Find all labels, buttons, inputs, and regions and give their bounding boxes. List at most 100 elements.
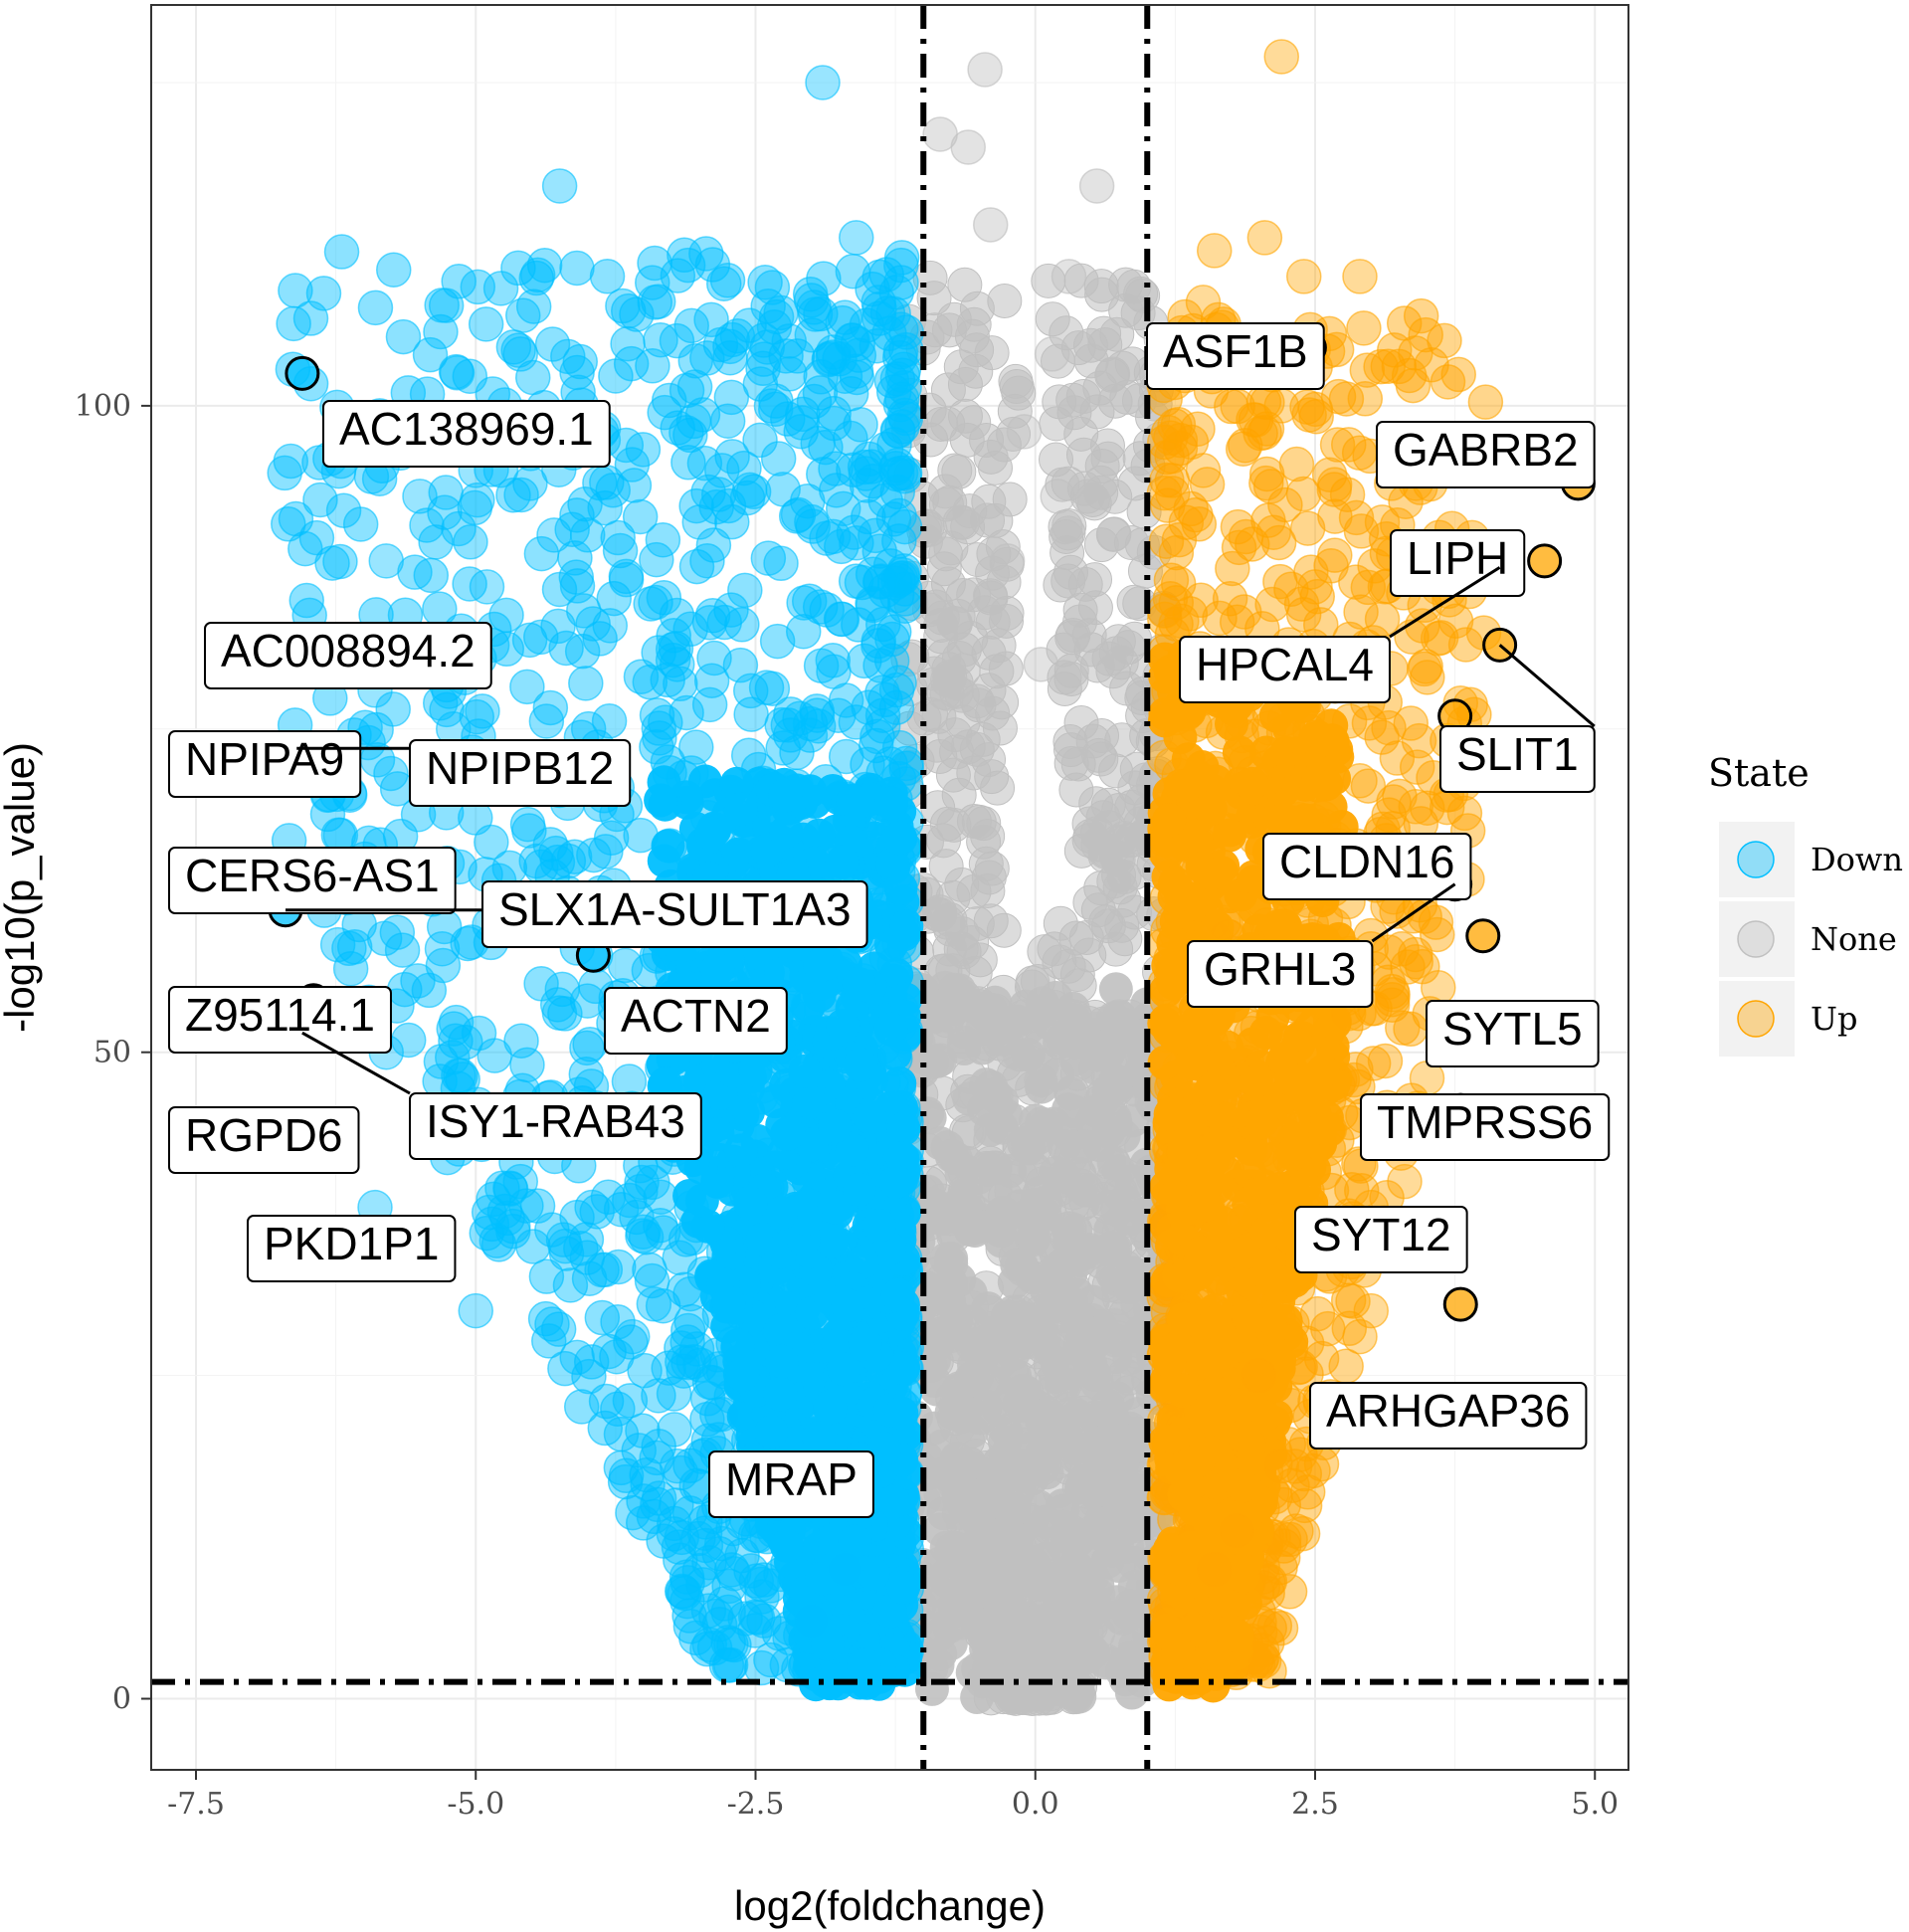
none-point [1063,1327,1098,1362]
up-point [1467,384,1504,420]
none-point [1099,1585,1134,1620]
up-point [1219,604,1255,640]
down-point [630,1465,666,1502]
down-point [358,711,394,748]
down-point [738,1054,773,1088]
none-point [986,912,1022,948]
none-point [1039,406,1074,442]
up-point [1284,1515,1321,1552]
down-point [723,792,758,827]
down-point [519,257,556,293]
none-point [919,727,955,763]
none-point [945,704,981,740]
none-point [967,52,1003,88]
down-point [271,506,306,542]
down-point [528,1258,565,1294]
down-point [576,837,612,873]
down-point [874,786,909,821]
down-point [882,821,917,856]
down-point [336,929,373,965]
down-point [458,1292,493,1329]
down-point [612,1383,649,1419]
down-point [839,220,874,256]
down-point [883,247,919,284]
down-point [681,504,717,540]
none-point [1095,1025,1130,1060]
none-point [1075,723,1111,759]
up-point [1328,1348,1364,1385]
down-point [572,1026,608,1063]
down-point [322,543,358,580]
down-point [515,1229,551,1264]
down-point [843,1172,877,1207]
none-point [1087,839,1123,874]
down-point [867,681,903,718]
none-point [1107,1184,1142,1219]
down-point [748,670,785,705]
down-point [288,582,325,619]
none-point [939,1441,974,1475]
down-point [792,1084,827,1119]
none-point [933,530,969,566]
down-point [660,1448,695,1484]
down-point [302,482,338,518]
down-point [373,755,409,792]
up-point [1357,548,1393,584]
down-point [480,1227,517,1262]
down-point [765,1344,800,1379]
down-point [694,817,729,852]
down-point [292,300,329,336]
down-point [558,559,595,595]
up-point [1289,510,1326,546]
none-point [1003,1324,1038,1359]
down-point [778,498,815,534]
up-point [1149,439,1186,476]
down-point [874,621,910,658]
down-point [802,1421,837,1455]
up-point [1346,310,1382,346]
down-point [622,498,659,535]
none-point [998,1358,1033,1393]
none-point [1030,1455,1064,1490]
down-point [859,327,895,364]
down-point [888,331,924,368]
none-point [989,543,1026,579]
none-point [940,976,975,1011]
none-point [991,1204,1026,1239]
down-point [509,806,546,843]
down-point [474,824,509,861]
none-point [1095,1401,1130,1436]
down-point [835,254,871,290]
down-point [878,1165,913,1200]
none-point [998,363,1034,399]
down-point [743,1566,780,1603]
down-point [570,517,606,553]
none-point [1095,1533,1130,1568]
down-point [825,845,859,879]
none-point [1066,1129,1101,1164]
down-point [584,1299,621,1336]
down-point [488,631,525,668]
down-point [690,1593,727,1629]
down-point [813,1390,848,1425]
down-point [504,297,541,333]
down-point [659,322,695,359]
none-point [1006,414,1043,450]
up-point [1215,550,1250,587]
none-point [1050,535,1085,571]
down-point [771,323,807,359]
down-point [828,738,864,775]
down-point [860,285,896,320]
down-point [267,455,302,491]
down-point [883,870,918,905]
none-point [973,207,1009,243]
none-point [1114,346,1150,382]
none-point [938,674,974,709]
down-point [644,783,678,818]
none-points [889,260,1182,1716]
down-point [411,972,448,1009]
down-point [878,577,915,614]
up-point [1385,1010,1421,1046]
down-point [769,814,804,849]
down-point [625,1505,662,1541]
